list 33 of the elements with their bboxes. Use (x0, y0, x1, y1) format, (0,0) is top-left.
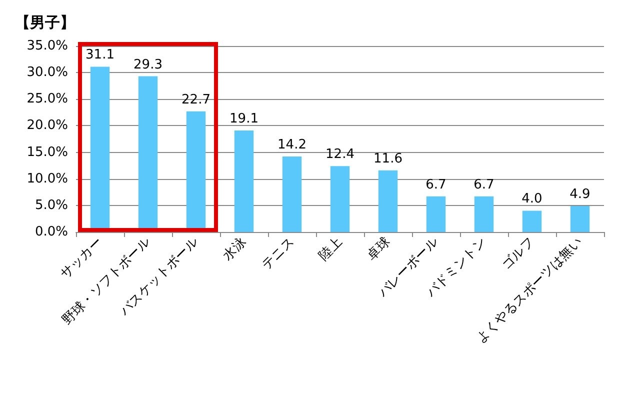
bar (570, 206, 590, 232)
x-tick-label: 陸上 (316, 234, 346, 264)
data-label: 14.2 (278, 138, 306, 153)
bar (426, 196, 446, 232)
data-label: 4.9 (570, 186, 590, 202)
bar (378, 170, 398, 232)
x-tick-label: ゴルフ (499, 234, 538, 273)
bar (330, 166, 350, 232)
bar (522, 210, 542, 232)
data-label: 11.6 (374, 151, 402, 166)
y-tick-label: 10.0% (26, 171, 68, 186)
data-label: 12.4 (326, 147, 354, 162)
data-label: 6.7 (474, 177, 494, 192)
data-label: 22.7 (182, 92, 210, 108)
x-tick-label: テニス (259, 234, 298, 273)
data-label: 31.1 (86, 48, 114, 63)
x-tick-label: 水泳 (220, 234, 250, 264)
y-tick-label: 35.0% (26, 38, 68, 54)
chart-title: 【男子】 (15, 14, 75, 32)
y-tick-label: 5.0% (34, 198, 68, 213)
y-tick-label: 15.0% (26, 144, 68, 160)
x-tick-label: 卓球 (364, 234, 394, 264)
bar (282, 156, 302, 232)
y-tick-label: 20.0% (26, 118, 68, 134)
data-label: 4.0 (522, 192, 542, 207)
y-tick-label: 30.0% (26, 65, 68, 80)
data-label: 19.1 (230, 111, 258, 126)
data-label: 29.3 (134, 57, 162, 72)
data-label: 6.7 (426, 177, 446, 192)
bar (234, 130, 254, 232)
y-tick-label: 25.0% (26, 92, 68, 107)
bar (474, 196, 494, 232)
y-tick-label: 0.0% (34, 224, 68, 240)
